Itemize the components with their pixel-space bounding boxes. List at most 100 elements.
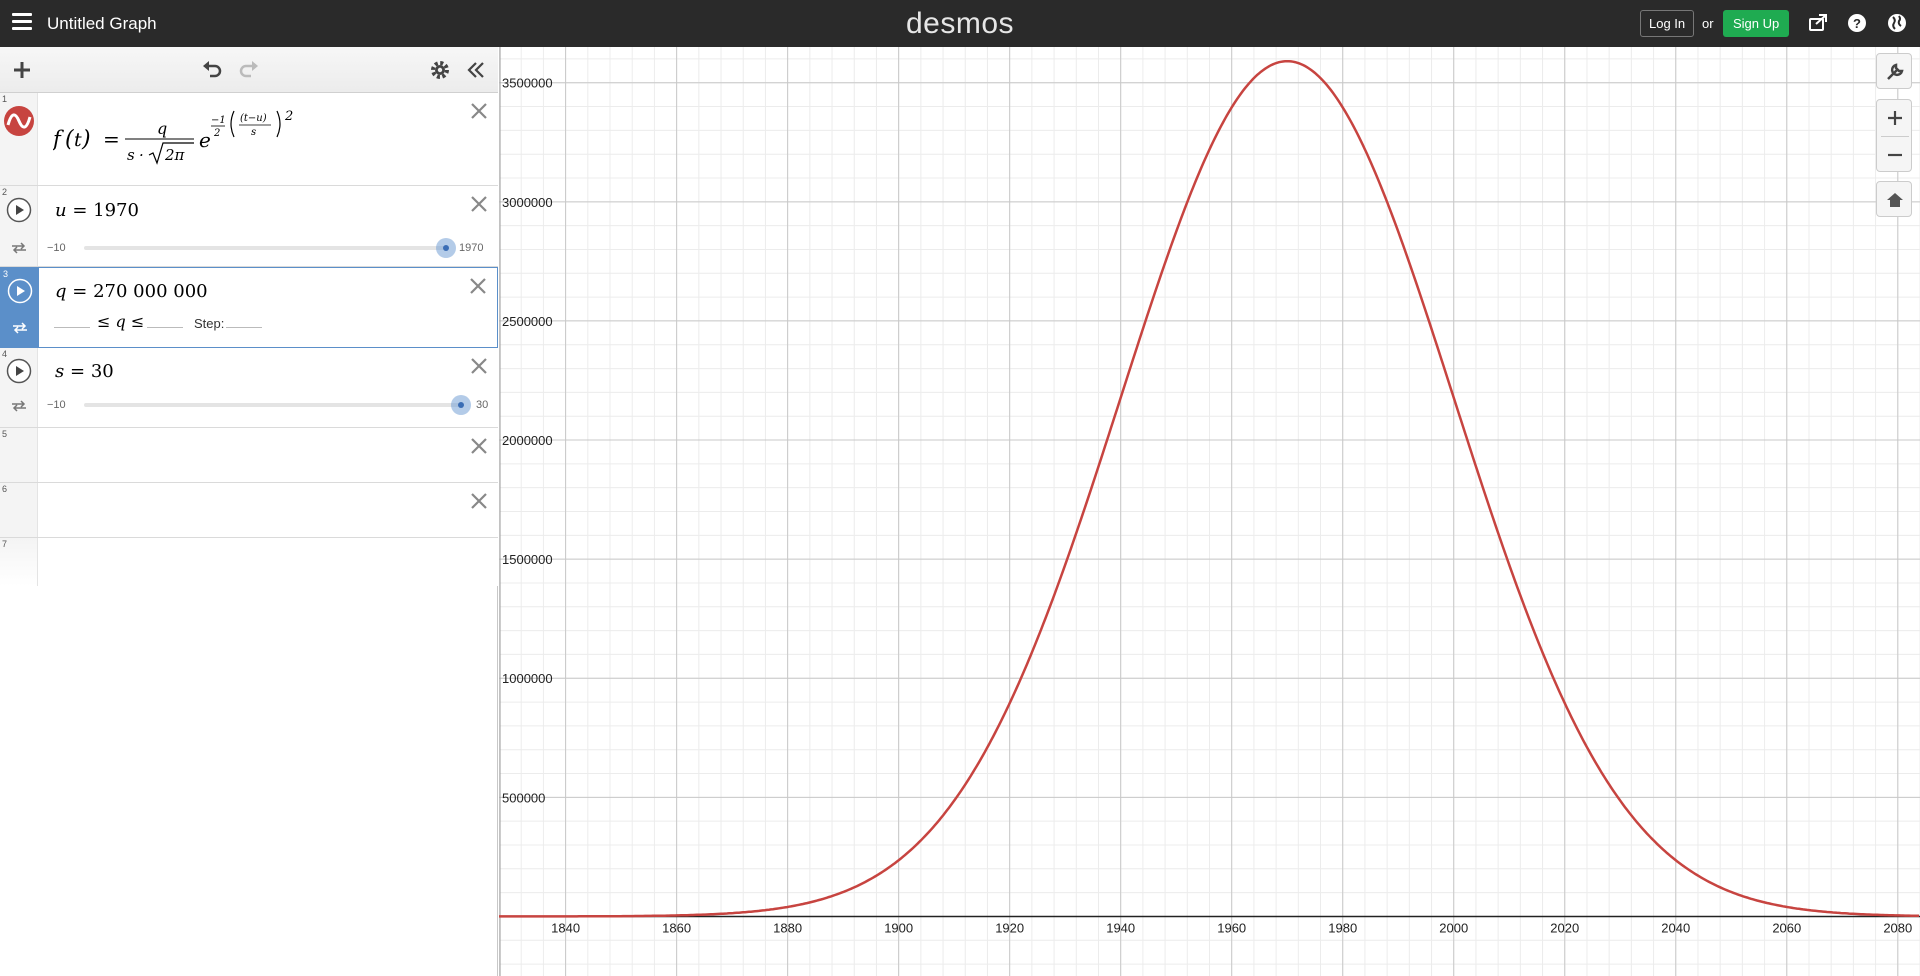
le-sign: ≤ [130, 312, 145, 331]
slider-max-label[interactable]: 30 [476, 399, 489, 411]
zoom-in-icon[interactable] [1877, 100, 1913, 136]
delete-expression-icon[interactable] [468, 355, 490, 377]
slider-min-input[interactable] [54, 312, 90, 328]
normal-distribution-curve[interactable] [499, 59, 1919, 918]
delete-expression-icon[interactable] [467, 275, 489, 297]
le-sign: ≤ [97, 312, 111, 331]
slider-max-input[interactable] [147, 312, 183, 328]
svg-text:e: e [199, 128, 211, 152]
x-tick-label: 2040 [1661, 920, 1690, 935]
svg-text:(: ( [65, 127, 74, 152]
function-latex[interactable]: f ( t ) = q s · 2π e −1 2 (t−u) s [51, 103, 433, 173]
top-bar: Untitled Graph desmos Log In or Sign Up … [0, 0, 1920, 47]
variable-definition[interactable]: u = 1970 [55, 200, 139, 221]
y-tick-label: 1000000 [502, 671, 553, 686]
desmos-logo[interactable]: desmos [905, 7, 1015, 40]
signup-button[interactable]: Sign Up [1723, 10, 1790, 37]
y-tick-label: 3500000 [502, 76, 553, 91]
expression-row-3[interactable]: 3 q = 270 000 000 ≤ q ≤ Step: [0, 267, 498, 348]
settings-icon[interactable] [428, 58, 452, 82]
equals-sign: = [72, 200, 88, 221]
x-tick-label: 1920 [995, 920, 1024, 935]
svg-text:?: ? [1853, 16, 1861, 31]
menu-icon[interactable] [12, 13, 32, 33]
delete-expression-icon[interactable] [468, 435, 490, 457]
axes [499, 47, 1920, 976]
row-number: 7 [2, 539, 8, 549]
share-icon[interactable] [1808, 13, 1828, 33]
graph-color-toggle-icon[interactable] [3, 105, 35, 137]
expression-row-2[interactable]: 2 u = 1970 −10 1970 [0, 186, 498, 267]
row-number: 4 [2, 349, 8, 359]
graph-canvas[interactable]: 1840 1860 1880 1900 1920 1940 1960 1980 2000 2020… [499, 47, 1920, 976]
slider-thumb[interactable] [436, 238, 456, 258]
variable-definition[interactable]: s = 30 [55, 361, 114, 382]
globe-icon[interactable] [1887, 13, 1907, 33]
slider-track[interactable] [84, 246, 447, 250]
svg-text:2π: 2π [164, 146, 186, 164]
home-icon[interactable] [1877, 182, 1913, 218]
delete-expression-icon[interactable] [468, 193, 490, 215]
delete-expression-icon[interactable] [468, 490, 490, 512]
play-slider-icon[interactable] [6, 197, 32, 223]
svg-text:f: f [53, 127, 64, 151]
slider-step-input[interactable] [226, 312, 262, 328]
expression-gutter: 4 [0, 348, 38, 427]
svg-text:s: s [127, 146, 135, 164]
wrench-icon[interactable] [1877, 54, 1913, 90]
row-number: 6 [2, 484, 8, 494]
graph-title[interactable]: Untitled Graph [47, 14, 157, 33]
home-panel [1876, 181, 1912, 217]
expression-row-7[interactable]: 7 [0, 538, 498, 586]
x-tick-label: 1960 [1217, 920, 1246, 935]
slider-thumb[interactable] [451, 395, 471, 415]
slider-min-label[interactable]: −10 [47, 242, 66, 254]
add-icon[interactable] [10, 58, 34, 82]
loop-mode-icon[interactable] [10, 241, 28, 255]
variable-value: 1970 [93, 200, 139, 221]
x-tick-label: 2000 [1439, 920, 1468, 935]
row-number: 1 [2, 94, 8, 104]
svg-text:2: 2 [213, 128, 220, 139]
y-tick-label: 3000000 [502, 195, 553, 210]
x-tick-label: 2060 [1772, 920, 1801, 935]
or-label: or [1702, 16, 1714, 31]
x-tick-label: 1840 [551, 920, 580, 935]
expression-toolbar [0, 47, 498, 93]
x-tick-label: 2080 [1883, 920, 1912, 935]
equals-sign: = [69, 361, 86, 382]
expression-row-4[interactable]: 4 s = 30 −10 30 [0, 348, 498, 428]
collapse-panel-icon[interactable] [464, 58, 488, 82]
variable-definition[interactable]: q = 270 000 000 [55, 281, 208, 302]
login-button[interactable]: Log In [1640, 10, 1695, 37]
slider-max-label[interactable]: 1970 [459, 242, 484, 254]
zoom-out-icon[interactable] [1877, 137, 1913, 173]
loop-mode-icon[interactable] [10, 399, 28, 413]
expression-row-1[interactable]: 1 f ( t ) = q s · 2π e −1 2 [0, 93, 498, 186]
graph-settings-panel[interactable] [1876, 53, 1912, 89]
expression-gutter: 3 [1, 268, 39, 347]
delete-expression-icon[interactable] [468, 100, 490, 122]
redo-icon[interactable] [237, 58, 261, 82]
x-tick-label: 1860 [662, 920, 691, 935]
expression-row-6[interactable]: 6 [0, 483, 498, 538]
zoom-divider [1881, 136, 1909, 137]
graph-plot: 1840 1860 1880 1900 1920 1940 1960 1980 2000 2020… [499, 47, 1920, 976]
slider-min-label[interactable]: −10 [47, 399, 66, 411]
undo-icon[interactable] [200, 58, 224, 82]
variable-name: s [55, 361, 65, 382]
help-icon[interactable]: ? [1847, 13, 1867, 33]
variable-name: q [55, 281, 67, 302]
slider-track[interactable] [84, 403, 462, 407]
function-formula: f ( t ) = q s · 2π e −1 2 (t−u) s [51, 109, 293, 165]
row-number: 2 [2, 187, 8, 197]
step-label: Step: [194, 316, 225, 331]
expression-row-5[interactable]: 5 [0, 428, 498, 483]
play-slider-icon[interactable] [7, 278, 33, 304]
svg-text:=: = [103, 127, 120, 151]
expression-gutter: 2 [0, 186, 38, 266]
svg-text:q: q [157, 119, 167, 138]
x-tick-label: 1980 [1328, 920, 1357, 935]
loop-mode-icon[interactable] [11, 321, 29, 335]
play-slider-icon[interactable] [6, 358, 32, 384]
